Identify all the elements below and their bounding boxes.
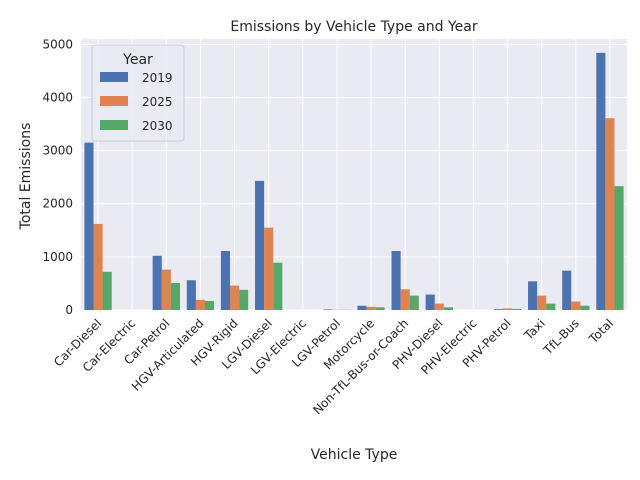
bar-2030-HGV-Articulated xyxy=(204,300,215,310)
y-tick-label: 2000 xyxy=(42,197,73,211)
legend-label-2025: 2025 xyxy=(142,95,173,109)
bar-2025-Car-Petrol xyxy=(161,269,171,310)
y-tick-label: 0 xyxy=(65,303,73,317)
bar-2030-Non-TfL-Bus-or-Coach xyxy=(409,295,419,310)
legend-title: Year xyxy=(122,52,153,68)
bar-2030-PHV-Diesel xyxy=(443,307,453,310)
bar-2030-LGV-Diesel xyxy=(273,262,283,310)
bar-2019-Non-TfL-Bus-or-Coach xyxy=(391,251,401,310)
bar-2025-LGV-Diesel xyxy=(264,227,274,310)
bar-2019-Taxi xyxy=(528,281,538,310)
chart-title: Emissions by Vehicle Type and Year xyxy=(230,19,477,35)
legend-label-2030: 2030 xyxy=(142,119,173,133)
bar-2030-PHV-Petrol xyxy=(512,308,522,310)
bar-2019-TfL-Bus xyxy=(562,270,572,310)
y-tick-label: 1000 xyxy=(42,250,73,264)
bar-2030-Motorcycle xyxy=(375,307,385,310)
bar-2025-PHV-Diesel xyxy=(434,303,444,310)
bar-2025-Taxi xyxy=(537,295,547,310)
x-axis-title: Vehicle Type xyxy=(311,447,398,463)
bar-2030-TfL-Bus xyxy=(580,305,590,310)
bar-2025-HGV-Articulated xyxy=(195,299,205,310)
bar-2019-Total xyxy=(596,52,606,311)
legend-label-2019: 2019 xyxy=(142,71,173,85)
bar-2019-PHV-Petrol xyxy=(493,309,504,310)
bar-2030-Car-Diesel xyxy=(102,271,112,310)
bar-2025-HGV-Rigid xyxy=(230,285,240,310)
bar-2019-PHV-Diesel xyxy=(425,294,435,310)
x-tick-label: Taxi xyxy=(521,316,548,343)
legend-swatch-2030 xyxy=(100,120,128,130)
legend: Year 2019 2025 2030 xyxy=(91,44,185,142)
bar-2019-Car-Petrol xyxy=(152,255,162,310)
legend-swatch-2025 xyxy=(100,96,128,106)
legend-entries: 2019 2025 2030 xyxy=(100,71,173,133)
x-tick-label: TfL-Bus xyxy=(540,316,582,358)
y-tick-label: 5000 xyxy=(42,37,73,51)
legend-swatch-2019 xyxy=(100,72,128,82)
bar-2025-Non-TfL-Bus-or-Coach xyxy=(400,289,410,310)
bar-2025-TfL-Bus xyxy=(571,301,581,310)
x-tick-label: Total xyxy=(586,316,616,346)
y-tick-labels: 0 1000 2000 3000 4000 5000 xyxy=(42,37,73,317)
bar-2019-Motorcycle xyxy=(357,305,367,310)
bar-2019-HGV-Articulated xyxy=(186,280,196,310)
bar-2030-Car-Petrol xyxy=(170,282,180,310)
bar-2019-Car-Diesel xyxy=(84,142,94,310)
bar-2030-Total xyxy=(614,186,624,310)
bar-2025-Total xyxy=(605,118,615,311)
x-tick-labels: Car-DieselCar-ElectricCar-PetrolHGV-Arti… xyxy=(51,316,616,417)
bars xyxy=(84,52,624,311)
bar-2025-Car-Diesel xyxy=(93,223,103,310)
bar-2025-Motorcycle xyxy=(366,306,376,310)
bar-2025-PHV-Petrol xyxy=(503,308,513,310)
bar-2019-HGV-Rigid xyxy=(220,251,231,310)
y-tick-label: 3000 xyxy=(42,144,73,158)
bar-2019-LGV-Petrol xyxy=(323,309,333,310)
bar-2030-Taxi xyxy=(546,303,556,310)
y-axis-title: Total Emissions xyxy=(18,123,34,231)
bar-2019-LGV-Diesel xyxy=(255,180,265,310)
bar-2030-HGV-Rigid xyxy=(239,289,249,310)
legend-box xyxy=(91,44,185,142)
y-tick-label: 4000 xyxy=(42,90,73,104)
